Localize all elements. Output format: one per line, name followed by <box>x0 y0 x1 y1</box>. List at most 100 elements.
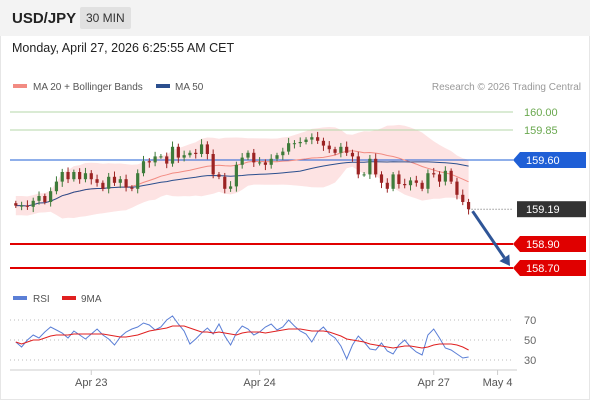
candle-body <box>124 179 128 188</box>
rsi-legend-swatch <box>13 296 27 300</box>
candle-body <box>449 170 453 182</box>
candle-body <box>426 173 430 189</box>
level-159-60-label: 159.60 <box>526 155 560 167</box>
candle-body <box>443 170 447 182</box>
ma50-legend-label: MA 50 <box>175 82 204 93</box>
candle-body <box>20 205 24 207</box>
candle-body <box>205 144 209 154</box>
x-axis: Apr 23 Apr 24 Apr 27 May 4 <box>75 370 513 389</box>
candle-body <box>333 149 337 153</box>
candle-body <box>356 156 360 175</box>
candle-body <box>182 155 186 158</box>
x-tick-label: Apr 23 <box>75 377 107 389</box>
candle-body <box>252 152 256 163</box>
level-159-85-label: 159.85 <box>524 125 558 137</box>
candle-body <box>240 157 244 165</box>
candle-body <box>228 186 233 189</box>
candle-body <box>350 152 355 157</box>
candle-body <box>455 181 459 195</box>
candle-body <box>403 184 407 186</box>
level-158-70-tag <box>513 260 586 276</box>
candle-body <box>31 200 35 207</box>
candle-body <box>37 196 41 201</box>
ma50-line <box>15 161 469 207</box>
candle-body <box>327 145 331 150</box>
candle-body <box>95 179 99 183</box>
candle-body <box>397 174 401 184</box>
rsi-tick-30: 30 <box>524 355 536 367</box>
candle-body <box>437 174 442 182</box>
candlesticks <box>14 131 471 215</box>
timeframe-button[interactable]: 30 MIN <box>80 7 131 29</box>
x-tick-label: Apr 27 <box>418 377 450 389</box>
candle-body <box>211 154 215 175</box>
candle-body <box>66 172 70 180</box>
chart-datetime: Monday, April 27, 2026 6:25:55 AM CET <box>12 41 235 55</box>
rsi-tick-50: 50 <box>524 335 536 347</box>
candle-body <box>159 156 163 158</box>
bollinger-bands <box>15 124 469 219</box>
candle-body <box>130 187 134 189</box>
x-tick-label: May 4 <box>483 377 513 389</box>
candle-body <box>176 146 180 158</box>
ma50-legend-swatch <box>156 84 170 88</box>
candle-body <box>287 143 291 152</box>
forecast-arrow-shaft <box>471 210 506 259</box>
candle-body <box>246 152 250 158</box>
ma20-legend-label: MA 20 + Bollinger Bands <box>33 82 143 93</box>
rsi-legend-label: RSI <box>33 294 50 305</box>
candle-body <box>414 180 418 183</box>
x-tick-label: Apr 24 <box>243 377 275 389</box>
candle-body <box>281 151 285 156</box>
candle-body <box>14 203 18 206</box>
candle-body <box>136 173 140 189</box>
level-158-90-tag <box>513 236 586 252</box>
candle-body <box>101 182 105 189</box>
rsi-tick-70: 70 <box>524 315 536 327</box>
level-159-19-label: 159.19 <box>526 204 560 216</box>
level-160-00-label: 160.00 <box>524 107 558 119</box>
candle-body <box>89 173 93 180</box>
candle-body <box>298 142 302 144</box>
ma9-legend-label: 9MA <box>81 294 102 305</box>
candle-body <box>147 161 151 163</box>
candle-body <box>385 182 389 189</box>
level-158-90-label: 158.90 <box>526 239 560 251</box>
candle-body <box>25 205 30 207</box>
candle-body <box>275 155 279 159</box>
candle-body <box>72 172 76 180</box>
candle-body <box>292 143 297 145</box>
candle-body <box>223 176 227 189</box>
candle-body <box>112 176 117 183</box>
candle-body <box>345 146 349 153</box>
level-159-60-tag <box>513 152 586 168</box>
candle-body <box>165 156 169 164</box>
candle-body <box>263 162 268 165</box>
candle-body <box>466 202 471 210</box>
candle-body <box>234 164 238 187</box>
candle-body <box>78 172 82 180</box>
instrument-title: USD/JPY <box>12 10 77 27</box>
candle-body <box>461 194 465 202</box>
candle-body <box>188 152 192 156</box>
candle-body <box>83 173 88 180</box>
candle-body <box>408 180 413 186</box>
candle-body <box>141 161 146 174</box>
candle-body <box>321 140 326 146</box>
level-159-19-tag <box>517 201 586 218</box>
candle-body <box>107 176 111 189</box>
candle-body <box>304 139 308 142</box>
candle-body <box>374 158 378 175</box>
candle-body <box>420 182 424 189</box>
rsi-line <box>15 315 469 361</box>
candle-body <box>379 174 384 183</box>
candle-body <box>310 137 314 140</box>
candle-body <box>217 174 221 177</box>
candle-body <box>199 144 204 154</box>
bollinger-band-area <box>15 124 469 219</box>
level-158-70-label: 158.70 <box>526 263 560 275</box>
candle-body <box>316 137 320 141</box>
candle-body <box>391 174 395 189</box>
candle-body <box>60 172 64 182</box>
